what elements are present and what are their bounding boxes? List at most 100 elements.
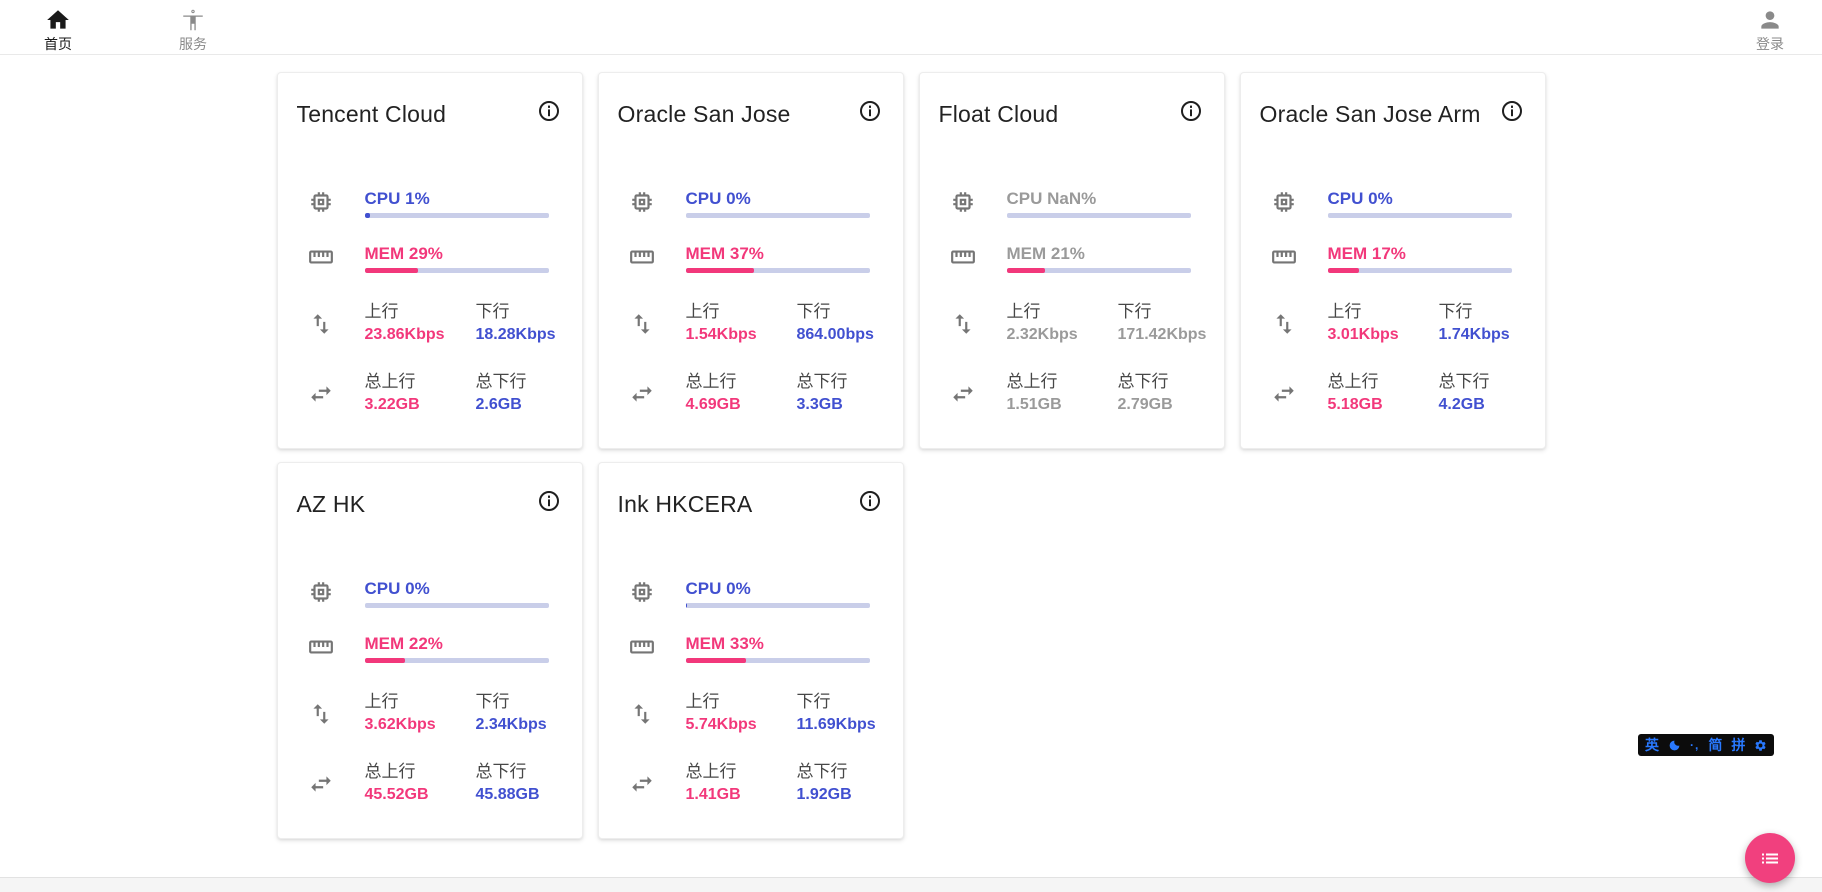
info-icon[interactable] (537, 99, 561, 123)
upload-speed-value: 2.32Kbps (1006, 326, 1078, 343)
mem-progress-track (685, 268, 870, 273)
card-header: Tencent Cloud (278, 73, 582, 129)
upload-speed-label: 上行 (364, 302, 399, 321)
memory-ruler-icon (950, 244, 976, 273)
ime-settings-gear-icon[interactable] (1754, 739, 1767, 752)
server-card: Float Cloud CPU NaN% MEM (918, 72, 1225, 449)
cpu-progress-track (685, 213, 870, 218)
nav-item-services[interactable]: 服务 (163, 7, 223, 54)
mem-row: MEM 22% (278, 634, 582, 663)
top-nav-bar: 首页 服务 登录 (0, 0, 1822, 55)
login-person-icon (1761, 11, 1779, 29)
cpu-usage-label: CPU 0% (364, 579, 430, 598)
cpu-usage-label: CPU NaN% (1006, 189, 1097, 208)
mem-progress-track (1006, 268, 1191, 273)
card-header: Oracle San Jose Arm (1241, 73, 1545, 129)
nav-item-login[interactable]: 登录 (1740, 7, 1800, 54)
info-icon[interactable] (858, 99, 882, 123)
card-header: Float Cloud (920, 73, 1224, 129)
total-download-label: 总下行 (1438, 372, 1490, 391)
mem-row: MEM 17% (1241, 244, 1545, 273)
speed-row: 上行 1.54Kbps 下行 864.00bps (599, 301, 903, 346)
mem-usage-label: MEM 29% (364, 244, 443, 263)
updown-arrows-icon (308, 701, 334, 727)
total-download-value: 45.88GB (475, 786, 540, 803)
speed-row: 上行 23.86Kbps 下行 18.28Kbps (278, 301, 582, 346)
card-header: AZ HK (278, 463, 582, 519)
nav-home-label: 首页 (44, 36, 72, 52)
services-person-icon (183, 9, 203, 31)
upload-speed-label: 上行 (1327, 302, 1362, 321)
updown-arrows-icon (950, 311, 976, 337)
ime-punctuation-mode[interactable]: ·, (1690, 738, 1700, 752)
ime-simplified-mode[interactable]: 简 (1708, 737, 1723, 753)
total-upload-value: 1.51GB (1006, 396, 1062, 413)
cpu-chip-icon (629, 189, 655, 218)
cpu-progress-track (1006, 213, 1191, 218)
download-speed-label: 下行 (475, 692, 510, 711)
halfwidth-moon-icon[interactable] (1668, 739, 1681, 752)
total-upload-value: 4.69GB (685, 396, 741, 413)
info-icon[interactable] (537, 489, 561, 513)
total-row: 总上行 45.52GB 总下行 45.88GB (278, 761, 582, 806)
server-name: Float Cloud (938, 101, 1059, 127)
total-upload-value: 45.52GB (364, 786, 429, 803)
speed-row: 上行 2.32Kbps 下行 171.42Kbps (920, 301, 1224, 346)
mem-usage-label: MEM 37% (685, 244, 764, 263)
info-icon[interactable] (1179, 99, 1203, 123)
leftright-arrows-icon (629, 771, 655, 797)
cpu-progress-track (364, 603, 549, 608)
leftright-arrows-icon (629, 381, 655, 407)
total-upload-label: 总上行 (364, 372, 416, 391)
server-name: Tencent Cloud (296, 101, 447, 127)
leftright-arrows-icon (1271, 381, 1297, 407)
total-upload-label: 总上行 (1327, 372, 1379, 391)
cpu-chip-icon (308, 189, 334, 218)
updown-arrows-icon (308, 311, 334, 337)
memory-ruler-icon (1271, 244, 1297, 273)
total-download-value: 4.2GB (1438, 396, 1485, 413)
mem-progress-fill (1006, 268, 1046, 273)
ime-pinyin-mode[interactable]: 拼 (1731, 737, 1746, 753)
mem-progress-track (685, 658, 870, 663)
leftright-arrows-icon (308, 771, 334, 797)
server-name: Ink HKCERA (617, 491, 753, 517)
mem-progress-fill (1327, 268, 1359, 273)
cpu-chip-icon (629, 579, 655, 608)
download-speed-value: 2.34Kbps (475, 716, 547, 733)
nav-login-label: 登录 (1756, 36, 1784, 52)
upload-speed-label: 上行 (685, 302, 720, 321)
download-speed-value: 1.74Kbps (1438, 326, 1510, 343)
ime-toolbar: 英 ·, 简 拼 (1638, 734, 1775, 756)
speed-row: 上行 3.62Kbps 下行 2.34Kbps (278, 691, 582, 736)
cpu-row: CPU 0% (599, 579, 903, 608)
total-download-label: 总下行 (796, 372, 848, 391)
cpu-progress-track (1327, 213, 1512, 218)
total-row: 总上行 5.18GB 总下行 4.2GB (1241, 371, 1545, 416)
total-row: 总上行 1.41GB 总下行 1.92GB (599, 761, 903, 806)
list-icon (1762, 853, 1778, 864)
info-icon[interactable] (1500, 99, 1524, 123)
home-icon (47, 10, 69, 29)
cpu-usage-label: CPU 0% (1327, 189, 1393, 208)
server-list-fab[interactable] (1745, 833, 1795, 883)
mem-progress-track (364, 658, 549, 663)
info-icon[interactable] (858, 489, 882, 513)
ime-language-mode[interactable]: 英 (1645, 737, 1659, 753)
upload-speed-value: 23.86Kbps (364, 326, 445, 343)
total-download-label: 总下行 (1117, 372, 1169, 391)
upload-speed-value: 5.74Kbps (685, 716, 757, 733)
total-upload-value: 5.18GB (1327, 396, 1383, 413)
download-speed-label: 下行 (796, 302, 831, 321)
leftright-arrows-icon (950, 381, 976, 407)
cpu-chip-icon (1271, 189, 1297, 218)
upload-speed-label: 上行 (364, 692, 399, 711)
mem-usage-label: MEM 21% (1006, 244, 1085, 263)
nav-item-home[interactable]: 首页 (28, 7, 88, 54)
total-row: 总上行 1.51GB 总下行 2.79GB (920, 371, 1224, 416)
server-card: Oracle San Jose Arm CPU 0% (1239, 72, 1546, 449)
total-upload-value: 3.22GB (364, 396, 420, 413)
download-speed-label: 下行 (475, 302, 510, 321)
upload-speed-label: 上行 (685, 692, 720, 711)
total-row: 总上行 4.69GB 总下行 3.3GB (599, 371, 903, 416)
